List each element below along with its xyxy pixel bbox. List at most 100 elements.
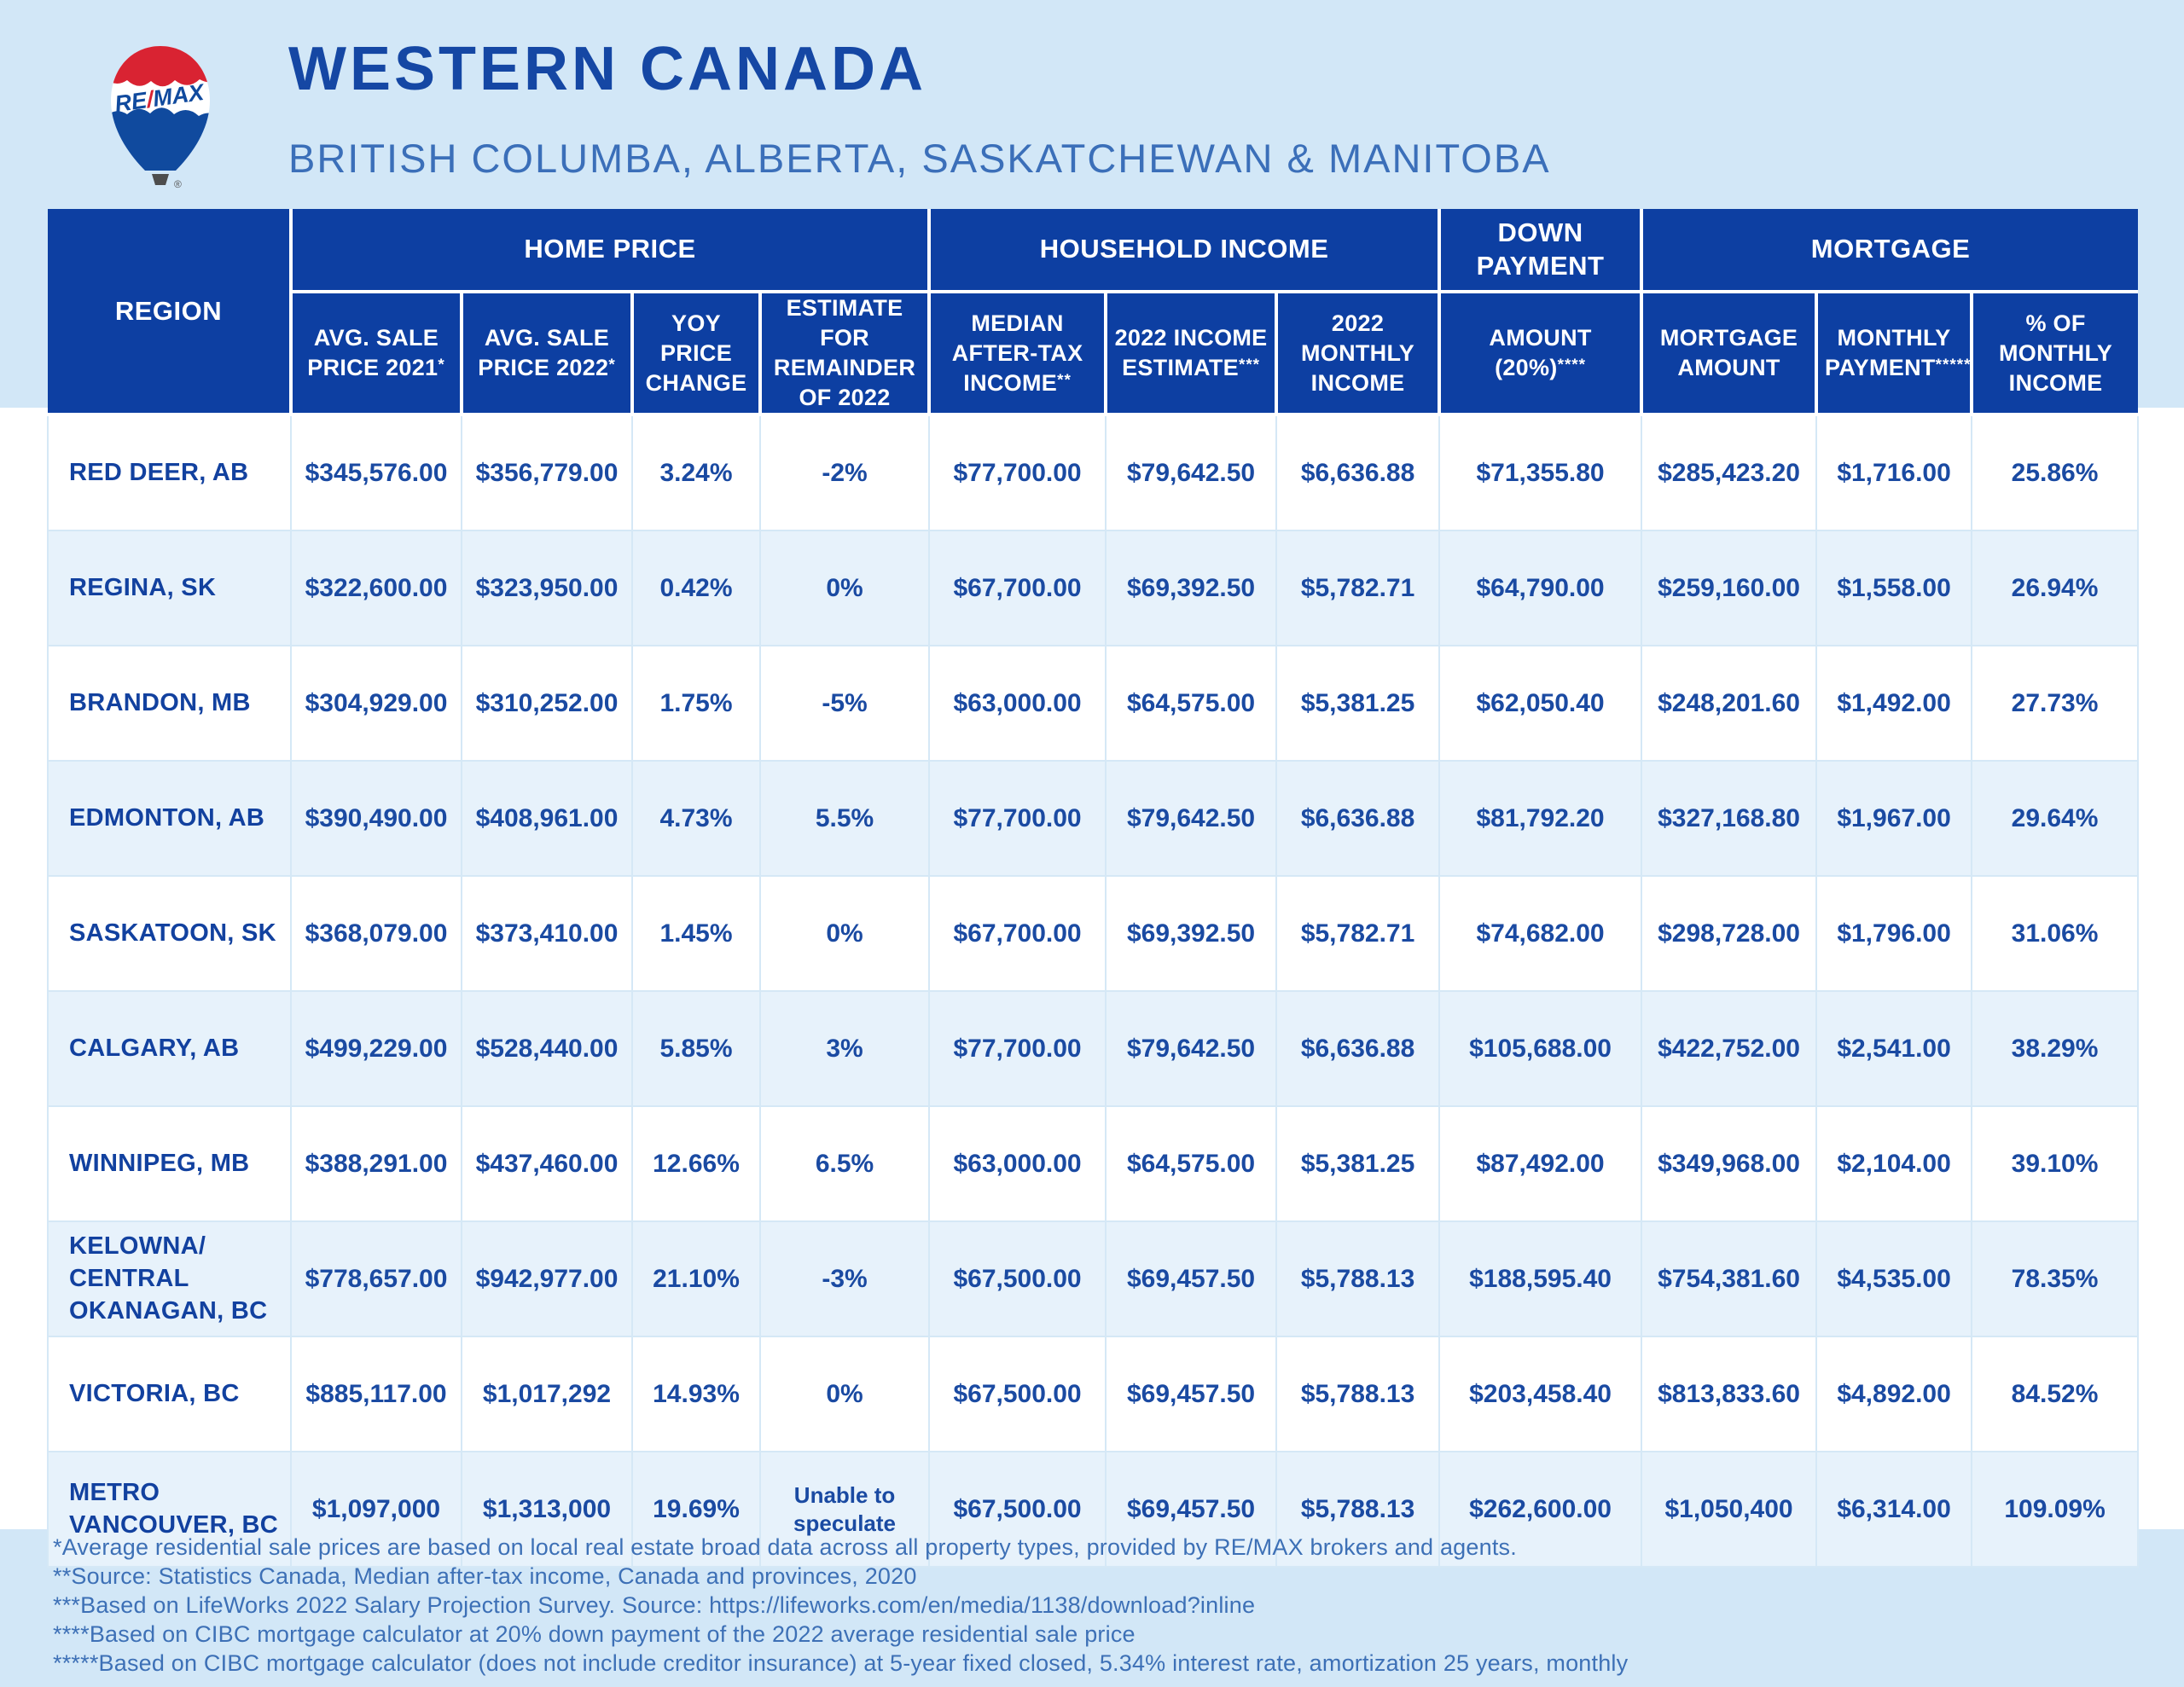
value-cell: $813,833.60 xyxy=(1641,1336,1818,1453)
column-header-3: YOY PRICE CHANGE xyxy=(630,289,762,417)
value-cell: $408,961.00 xyxy=(461,760,633,878)
region-cell: WINNIPEG, MB xyxy=(47,1105,292,1223)
value-cell: $6,636.88 xyxy=(1275,760,1441,878)
value-cell: 39.10% xyxy=(1971,1105,2140,1223)
footnote: *Average residential sale prices are bas… xyxy=(53,1534,1517,1560)
column-header-10: MONTHLY PAYMENT***** xyxy=(1815,289,1974,417)
value-cell: $368,079.00 xyxy=(290,875,462,993)
value-cell: 1.45% xyxy=(631,875,761,993)
value-cell: $67,700.00 xyxy=(928,530,1107,647)
value-cell: $388,291.00 xyxy=(290,1105,462,1223)
value-cell: $262,600.00 xyxy=(1438,1451,1643,1568)
value-cell: 29.64% xyxy=(1971,760,2140,878)
footnotes: *Average residential sale prices are bas… xyxy=(53,1533,1628,1678)
value-cell: $79,642.50 xyxy=(1105,990,1278,1108)
table-row: VICTORIA, BC $885,117.00 $1,017,292 14.93% 0… xyxy=(47,1336,2140,1453)
value-cell: $422,752.00 xyxy=(1641,990,1818,1108)
value-cell: $345,576.00 xyxy=(290,414,462,532)
value-cell: $64,575.00 xyxy=(1105,1105,1278,1223)
value-cell: $356,779.00 xyxy=(461,414,633,532)
value-cell: -3% xyxy=(758,1220,931,1338)
value-cell: $4,892.00 xyxy=(1815,1336,1973,1453)
value-cell: 19.69% xyxy=(631,1451,761,1568)
value-cell: $79,642.50 xyxy=(1105,760,1278,878)
value-cell: $298,728.00 xyxy=(1641,875,1818,993)
value-cell: $69,392.50 xyxy=(1105,875,1278,993)
table-row: EDMONTON, AB $390,490.00 $408,961.00 4.73% 5… xyxy=(47,760,2140,878)
value-cell: $203,458.40 xyxy=(1438,1336,1643,1453)
page-subtitle: BRITISH COLUMBA, ALBERTA, SASKATCHEWAN &… xyxy=(288,136,1551,181)
value-cell: 0% xyxy=(758,875,931,993)
column-header-5: MEDIAN AFTER-TAX INCOME** xyxy=(927,289,1108,417)
value-cell: $69,392.50 xyxy=(1105,530,1278,647)
value-cell: $390,490.00 xyxy=(290,760,462,878)
value-cell: $5,782.71 xyxy=(1275,875,1441,993)
value-cell: 27.73% xyxy=(1971,645,2140,762)
value-cell: $285,423.20 xyxy=(1641,414,1818,532)
value-cell: $2,541.00 xyxy=(1815,990,1973,1108)
value-cell: $349,968.00 xyxy=(1641,1105,1818,1223)
value-cell: 109.09% xyxy=(1971,1451,2140,1568)
value-cell: $79,642.50 xyxy=(1105,414,1278,532)
table-row: WINNIPEG, MB $388,291.00 $437,460.00 12.66%… xyxy=(47,1105,2140,1223)
value-cell: $373,410.00 xyxy=(461,875,633,993)
value-cell: $63,000.00 xyxy=(928,1105,1107,1223)
value-cell: $885,117.00 xyxy=(290,1336,462,1453)
value-cell: $71,355.80 xyxy=(1438,414,1643,532)
value-cell: 4.73% xyxy=(631,760,761,878)
value-cell: 31.06% xyxy=(1971,875,2140,993)
value-cell: $69,457.50 xyxy=(1105,1220,1278,1338)
value-cell: $1,017,292 xyxy=(461,1336,633,1453)
value-cell: 0% xyxy=(758,1336,931,1453)
table-row: KELOWNA/ CENTRAL OKANAGAN, BC $778,657.00… xyxy=(47,1220,2140,1338)
footnote: **Source: Statistics Canada, Median afte… xyxy=(53,1563,917,1589)
table-header: REGION HOME PRICE HOUSEHOLD INCOME DOWN PA… xyxy=(48,209,2139,417)
column-header-1: AVG. SALE PRICE 2021* xyxy=(289,289,463,417)
value-cell: Unable to speculate xyxy=(758,1451,931,1568)
region-cell: VICTORIA, BC xyxy=(47,1336,292,1453)
table-row: SASKATOON, SK $368,079.00 $373,410.00 1.45%… xyxy=(47,875,2140,993)
value-cell: $5,381.25 xyxy=(1275,645,1441,762)
column-header-7: 2022 MONTHLY INCOME xyxy=(1275,289,1442,417)
value-cell: -5% xyxy=(758,645,931,762)
footnote: ****Based on CIBC mortgage calculator at… xyxy=(53,1621,1136,1647)
column-header-4: ESTIMATE FOR REMAINDER OF 2022 xyxy=(758,289,932,417)
value-cell: $304,929.00 xyxy=(290,645,462,762)
registered-trademark-symbol: ® xyxy=(174,178,182,190)
column-header-9: MORTGAGE AMOUNT xyxy=(1640,289,1819,417)
sub-header-row: AVG. SALE PRICE 2021* AVG. SALE PRICE 202… xyxy=(48,289,2139,417)
group-header-home-price: HOME PRICE xyxy=(288,209,932,293)
value-cell: $188,595.40 xyxy=(1438,1220,1643,1338)
value-cell: $69,457.50 xyxy=(1105,1451,1278,1568)
footnote: *****Based on CIBC mortgage calculator (… xyxy=(53,1650,1629,1676)
balloon-basket xyxy=(152,174,169,185)
region-cell: METRO VANCOUVER, BC xyxy=(47,1451,292,1568)
value-cell: $5,381.25 xyxy=(1275,1105,1441,1223)
data-table: REGION HOME PRICE HOUSEHOLD INCOME DOWN PA… xyxy=(47,209,2140,1568)
region-cell: RED DEER, AB xyxy=(47,414,292,532)
value-cell: $5,788.13 xyxy=(1275,1220,1441,1338)
table-row: REGINA, SK $322,600.00 $323,950.00 0.42% 0% $… xyxy=(47,530,2140,647)
value-cell: 5.5% xyxy=(758,760,931,878)
housing-affordability-table: REGION HOME PRICE HOUSEHOLD INCOME DOWN PA… xyxy=(47,209,2140,1568)
value-cell: $499,229.00 xyxy=(290,990,462,1108)
value-cell: -2% xyxy=(758,414,931,532)
value-cell: $310,252.00 xyxy=(461,645,633,762)
column-header-8: AMOUNT (20%)**** xyxy=(1438,289,1644,417)
region-cell: SASKATOON, SK xyxy=(47,875,292,993)
value-cell: $437,460.00 xyxy=(461,1105,633,1223)
value-cell: 25.86% xyxy=(1971,414,2140,532)
value-cell: $67,700.00 xyxy=(928,875,1107,993)
value-cell: $74,682.00 xyxy=(1438,875,1643,993)
value-cell: $77,700.00 xyxy=(928,414,1107,532)
region-cell: REGINA, SK xyxy=(47,530,292,647)
region-cell: EDMONTON, AB xyxy=(47,760,292,878)
value-cell: $1,558.00 xyxy=(1815,530,1973,647)
value-cell: $77,700.00 xyxy=(928,760,1107,878)
value-cell: $5,782.71 xyxy=(1275,530,1441,647)
value-cell: $1,796.00 xyxy=(1815,875,1973,993)
column-header-region: REGION xyxy=(48,209,293,417)
hot-air-balloon-icon: RE/MAX ® xyxy=(111,46,210,190)
value-cell: 26.94% xyxy=(1971,530,2140,647)
